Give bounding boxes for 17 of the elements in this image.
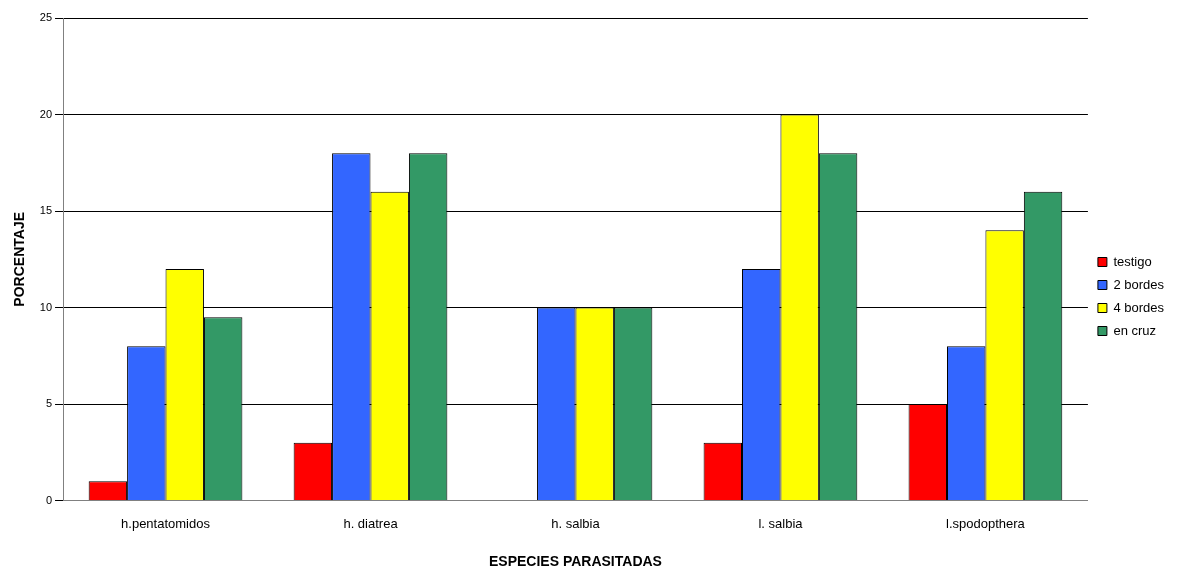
legend-label: 4 bordes bbox=[1113, 299, 1165, 315]
x-tick-label: h.pentatomidos bbox=[121, 515, 211, 531]
y-axis-title: PORCENTAJE bbox=[11, 211, 28, 307]
y-tick-label: 5 bbox=[45, 397, 53, 410]
y-tick-label: 20 bbox=[39, 107, 53, 120]
x-tick-label: h. salbia bbox=[551, 515, 601, 531]
y-tick-label: 10 bbox=[39, 300, 53, 313]
legend-label: en cruz bbox=[1113, 322, 1157, 338]
y-tick-label: 15 bbox=[39, 204, 53, 217]
legend-label: 2 bordes bbox=[1113, 276, 1165, 292]
x-tick-label: h. diatrea bbox=[343, 515, 399, 531]
legend-label: testigo bbox=[1113, 253, 1152, 269]
x-tick-label: l. salbia bbox=[758, 515, 804, 531]
x-axis-title: ESPECIES PARASITADAS bbox=[488, 553, 662, 570]
y-tick-label: 0 bbox=[45, 493, 53, 506]
y-tick-label: 25 bbox=[39, 11, 53, 24]
x-tick-label: l.spodopthera bbox=[946, 515, 1026, 531]
